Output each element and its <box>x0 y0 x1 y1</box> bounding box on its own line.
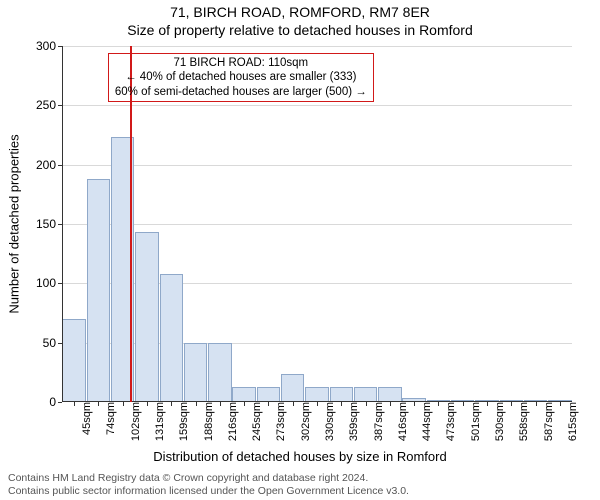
annotation-box: 71 BIRCH ROAD: 110sqm← 40% of detached h… <box>108 53 374 102</box>
histogram-bar <box>354 387 377 402</box>
x-tick-label: 473sqm <box>443 402 457 441</box>
x-tick-label: 74sqm <box>103 402 117 435</box>
histogram-bar <box>62 319 85 402</box>
grid-line <box>62 105 572 106</box>
histogram-bar <box>281 374 304 402</box>
title-main: 71, BIRCH ROAD, ROMFORD, RM7 8ER <box>0 4 600 20</box>
x-tick-label: 530sqm <box>492 402 506 441</box>
x-tick-mark <box>293 402 294 406</box>
histogram-bar <box>232 387 255 402</box>
x-tick-mark <box>463 402 464 406</box>
annotation-line: ← 40% of detached houses are smaller (33… <box>115 70 367 84</box>
x-tick-mark <box>98 402 99 406</box>
x-tick-label: 273sqm <box>273 402 287 441</box>
histogram-bar <box>160 274 183 402</box>
x-axis-label: Distribution of detached houses by size … <box>0 449 600 464</box>
chart-container: 71, BIRCH ROAD, ROMFORD, RM7 8ER Size of… <box>0 0 600 500</box>
histogram-bar <box>208 343 231 402</box>
x-tick-mark <box>317 402 318 406</box>
x-tick-mark <box>487 402 488 406</box>
x-tick-label: 587sqm <box>541 402 555 441</box>
x-tick-mark <box>171 402 172 406</box>
x-tick-mark <box>414 402 415 406</box>
histogram-bar <box>305 387 328 402</box>
x-tick-mark <box>366 402 367 406</box>
x-tick-mark <box>390 402 391 406</box>
x-tick-label: 615sqm <box>565 402 579 441</box>
x-axis-line <box>62 401 572 402</box>
footer-line-1: Contains HM Land Registry data © Crown c… <box>8 472 409 485</box>
x-tick-mark <box>244 402 245 406</box>
x-tick-mark <box>536 402 537 406</box>
x-tick-label: 416sqm <box>395 402 409 441</box>
x-tick-label: 387sqm <box>371 402 385 441</box>
x-tick-label: 245sqm <box>249 402 263 441</box>
grid-line <box>62 165 572 166</box>
histogram-bar <box>257 387 280 402</box>
y-axis-label: Number of detached properties <box>7 134 22 313</box>
x-tick-mark <box>74 402 75 406</box>
x-tick-mark <box>147 402 148 406</box>
x-tick-mark <box>220 402 221 406</box>
x-tick-mark <box>511 402 512 406</box>
x-tick-mark <box>123 402 124 406</box>
footer-attribution: Contains HM Land Registry data © Crown c… <box>8 472 409 498</box>
histogram-bar <box>87 179 110 402</box>
x-tick-label: 131sqm <box>152 402 166 441</box>
grid-line <box>62 224 572 225</box>
annotation-line: 60% of semi-detached houses are larger (… <box>115 85 367 99</box>
x-tick-label: 444sqm <box>419 402 433 441</box>
x-tick-label: 188sqm <box>201 402 215 441</box>
x-tick-mark <box>341 402 342 406</box>
x-tick-label: 330sqm <box>322 402 336 441</box>
title-sub: Size of property relative to detached ho… <box>0 22 600 38</box>
x-tick-label: 159sqm <box>176 402 190 441</box>
x-tick-label: 501sqm <box>468 402 482 441</box>
histogram-bar <box>135 232 158 402</box>
grid-line <box>62 46 572 47</box>
x-tick-label: 102sqm <box>128 402 142 441</box>
x-tick-mark <box>438 402 439 406</box>
x-tick-mark <box>268 402 269 406</box>
y-tick-mark <box>58 402 62 403</box>
x-tick-mark <box>560 402 561 406</box>
annotation-line: 71 BIRCH ROAD: 110sqm <box>115 56 367 70</box>
histogram-bar <box>378 387 401 402</box>
plot-area: 05010015020025030045sqm74sqm102sqm131sqm… <box>62 46 572 402</box>
histogram-bar <box>184 343 207 402</box>
footer-line-2: Contains public sector information licen… <box>8 485 409 498</box>
x-tick-label: 45sqm <box>79 402 93 435</box>
x-tick-label: 302sqm <box>298 402 312 441</box>
x-tick-label: 558sqm <box>516 402 530 441</box>
x-tick-label: 216sqm <box>225 402 239 441</box>
x-tick-mark <box>196 402 197 406</box>
histogram-bar <box>330 387 353 402</box>
x-tick-label: 359sqm <box>346 402 360 441</box>
y-axis-line <box>62 46 63 402</box>
